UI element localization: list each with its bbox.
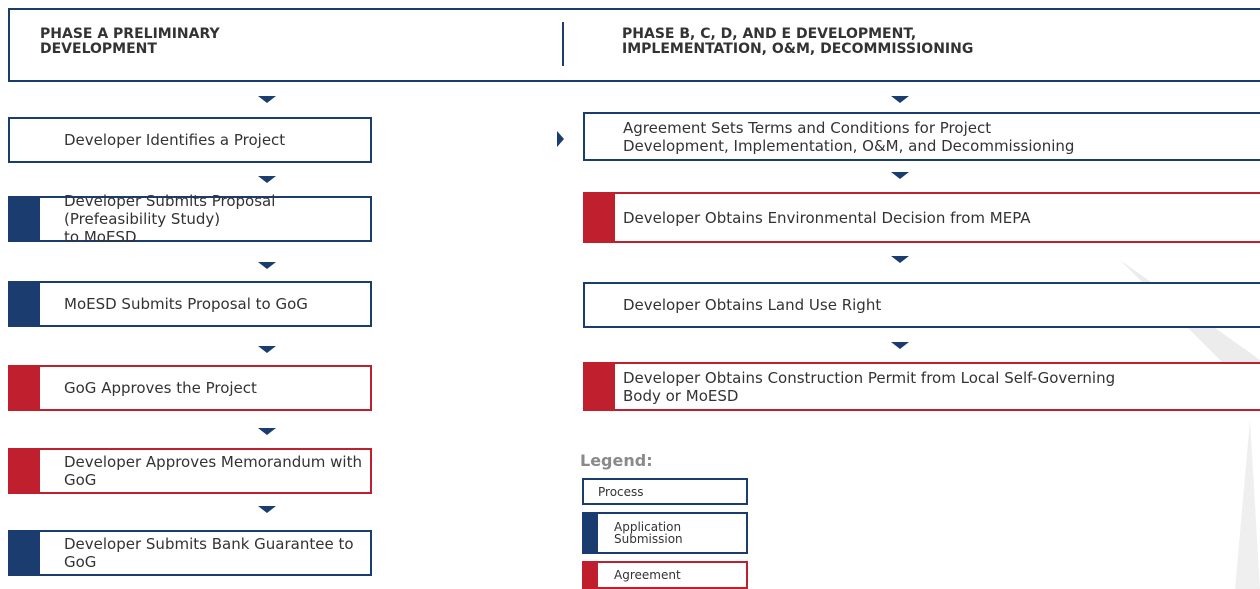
header-text: PHASE A PRELIMINARY — [40, 27, 220, 42]
header-text: IMPLEMENTATION, O&M, DECOMMISSIONING — [622, 42, 973, 57]
arrow — [258, 262, 276, 269]
application-box: Developer Submits Proposal (Prefeasibili… — [8, 196, 372, 242]
step-text: Developer Identifies a Project — [64, 131, 285, 149]
process-box: Developer Obtains Land Use Right — [583, 282, 1260, 328]
header-left: PHASE A PRELIMINARY DEVELOPMENT — [40, 27, 220, 57]
arrow — [258, 96, 276, 103]
arrow — [891, 96, 909, 103]
header-right: PHASE B, C, D, AND E DEVELOPMENT, IMPLEM… — [622, 27, 973, 57]
header-text: DEVELOPMENT — [40, 42, 220, 57]
arrow — [258, 506, 276, 513]
step-text: Developer Obtains Environmental Decision… — [623, 209, 1031, 227]
step-text: Development, Implementation, O&M, and De… — [623, 137, 1074, 155]
legend-title: Legend: — [580, 451, 653, 470]
step-text: Developer Approves Memorandum with GoG — [64, 453, 370, 489]
process-box: Agreement Sets Terms and Conditions for … — [583, 112, 1260, 161]
step-text: Developer Submits Bank Guarantee to GoG — [64, 535, 370, 571]
agreement-box: Developer Approves Memorandum with GoG — [8, 448, 372, 494]
arrow — [891, 342, 909, 349]
step-text: GoG Approves the Project — [64, 379, 257, 397]
arrow — [258, 428, 276, 435]
step-text: Developer Obtains Land Use Right — [623, 296, 881, 314]
step-text: Developer Obtains Construction Permit fr… — [623, 369, 1115, 387]
arrow — [557, 131, 564, 147]
agreement-box: Developer Obtains Environmental Decision… — [583, 192, 1260, 243]
step-text: Developer Submits Proposal (Prefeasibili… — [64, 192, 370, 228]
header-divider — [562, 22, 564, 66]
application-box: MoESD Submits Proposal to GoG — [8, 281, 372, 327]
step-text: Body or MoESD — [623, 387, 1115, 405]
agreement-box: GoG Approves the Project — [8, 365, 372, 411]
arrow — [891, 172, 909, 179]
legend-item: Process — [582, 478, 748, 505]
step-text: Agreement Sets Terms and Conditions for … — [623, 119, 1074, 137]
arrow — [258, 346, 276, 353]
legend-text: Submission — [614, 533, 683, 545]
application-box: Developer Submits Bank Guarantee to GoG — [8, 530, 372, 576]
legend-text: Process — [598, 486, 644, 498]
legend-item: Agreement — [582, 561, 748, 589]
arrow — [891, 256, 909, 263]
step-text: to MoESD — [64, 228, 370, 246]
legend-text: Agreement — [614, 569, 681, 581]
agreement-box: Developer Obtains Construction Permit fr… — [583, 362, 1260, 411]
header-text: PHASE B, C, D, AND E DEVELOPMENT, — [622, 27, 973, 42]
arrow — [258, 176, 276, 183]
process-box: Developer Identifies a Project — [8, 117, 372, 163]
step-text: MoESD Submits Proposal to GoG — [64, 295, 308, 313]
page: PHASE A PRELIMINARY DEVELOPMENT PHASE B,… — [0, 0, 1260, 589]
